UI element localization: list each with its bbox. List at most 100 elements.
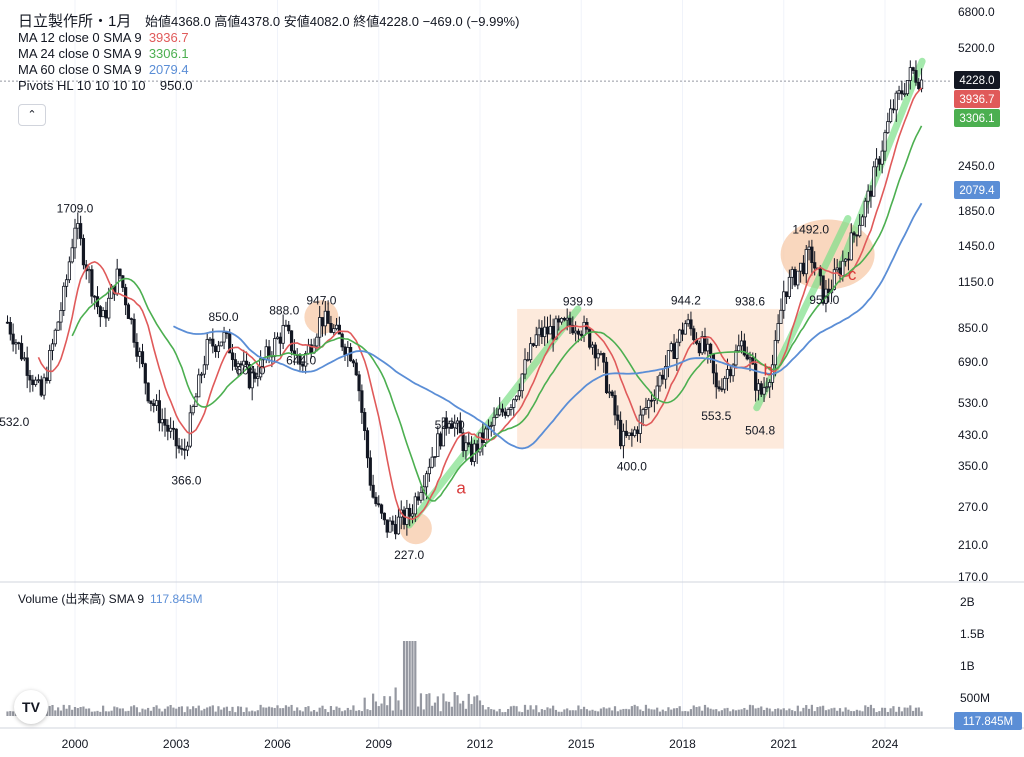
candle-body: [548, 325, 552, 335]
candle-body: [903, 93, 907, 96]
candle-body: [222, 332, 226, 343]
candle: [557, 315, 561, 331]
volume-bar: [920, 711, 923, 716]
time-tick: 2003: [163, 737, 190, 751]
candle-body: [489, 424, 493, 427]
high-label: 高値: [214, 14, 241, 29]
candle-body: [647, 399, 651, 408]
candle-body: [700, 336, 704, 354]
candle: [697, 340, 701, 357]
candle-body: [669, 343, 673, 351]
volume-bar: [906, 707, 909, 716]
candle-body: [756, 383, 761, 391]
candle-body: [711, 353, 716, 374]
volume-bar: [762, 709, 766, 716]
volume-bar: [875, 712, 878, 716]
pivot-label: 944.2: [671, 294, 701, 308]
candle: [810, 239, 814, 276]
volume-bar: [262, 707, 265, 716]
ma12-label[interactable]: MA 12 close 0 SMA 9: [18, 30, 142, 45]
candle: [889, 99, 893, 124]
candle: [323, 300, 327, 336]
volume-bar: [121, 708, 124, 716]
volume-bar: [270, 707, 273, 716]
candle-body: [661, 374, 665, 380]
candle: [371, 474, 375, 499]
candle: [53, 328, 57, 347]
candle: [633, 426, 637, 438]
candle: [219, 341, 223, 347]
candle-body: [73, 227, 77, 249]
volume-bar: [802, 707, 805, 716]
volume-bar: [838, 708, 842, 716]
time-tick: 2015: [568, 737, 595, 751]
candle-body: [813, 262, 817, 269]
candle: [863, 197, 867, 228]
candle: [166, 419, 170, 441]
tradingview-logo-icon[interactable]: TV: [14, 690, 48, 724]
candle-body: [675, 341, 679, 359]
candle: [320, 317, 325, 337]
volume-bar: [498, 708, 501, 716]
candle-body: [154, 400, 159, 406]
candle-body: [709, 343, 713, 355]
candle-body: [484, 428, 488, 443]
candle: [11, 323, 15, 352]
volume-bar: [141, 708, 144, 716]
volume-bar: [568, 710, 572, 716]
volume-bar: [881, 707, 884, 716]
volume-bar: [807, 708, 811, 716]
ma24-label[interactable]: MA 24 close 0 SMA 9: [18, 46, 142, 61]
candle: [891, 99, 896, 114]
candle-body: [846, 258, 851, 261]
candle: [607, 384, 611, 399]
price-tag: [954, 71, 1000, 89]
candle-body: [678, 329, 682, 343]
volume-bar: [65, 708, 68, 716]
volume-bar: [405, 641, 408, 716]
candle: [776, 314, 780, 344]
volume-bar: [222, 707, 226, 716]
volume-bar: [90, 711, 93, 716]
candle: [621, 423, 626, 459]
pivot-label: 1492.0: [792, 222, 829, 236]
candle-body: [326, 310, 330, 324]
volume-label[interactable]: Volume (出来高) SMA 9: [18, 592, 145, 606]
volume-bar: [239, 706, 243, 716]
candle-body: [318, 317, 322, 338]
candle: [332, 324, 336, 337]
candle-body: [343, 346, 347, 356]
candle-body: [427, 466, 431, 475]
candle: [101, 307, 105, 318]
volume-bar: [203, 708, 206, 716]
candle: [469, 436, 474, 466]
candle: [914, 60, 918, 86]
candle: [703, 327, 707, 355]
candle-body: [624, 430, 628, 436]
candle-body: [720, 388, 724, 391]
candle: [214, 344, 218, 358]
candle-body: [604, 361, 609, 394]
candle-body: [90, 269, 94, 297]
candle: [56, 320, 60, 331]
ma60-label[interactable]: MA 60 close 0 SMA 9: [18, 62, 142, 77]
pivots-label[interactable]: Pivots HL 10 10 10 10: [18, 78, 146, 93]
volume-bar: [507, 709, 510, 716]
volume-bar: [824, 710, 828, 716]
volume-bar: [774, 708, 777, 716]
volume-bar: [717, 711, 721, 716]
candle-body: [627, 432, 631, 436]
volume-bar: [743, 707, 746, 716]
chevron-up-icon[interactable]: ⌃: [18, 104, 46, 126]
price-tick: 850.0: [958, 321, 988, 335]
candle: [917, 78, 921, 91]
symbol-title[interactable]: 日立製作所・1月: [18, 13, 132, 30]
candle: [222, 326, 226, 350]
candle-body: [143, 363, 147, 384]
volume-bar: [442, 693, 445, 716]
volume-bar: [315, 711, 318, 716]
candle: [87, 266, 91, 284]
candle-body: [188, 412, 192, 447]
candle: [652, 389, 656, 413]
